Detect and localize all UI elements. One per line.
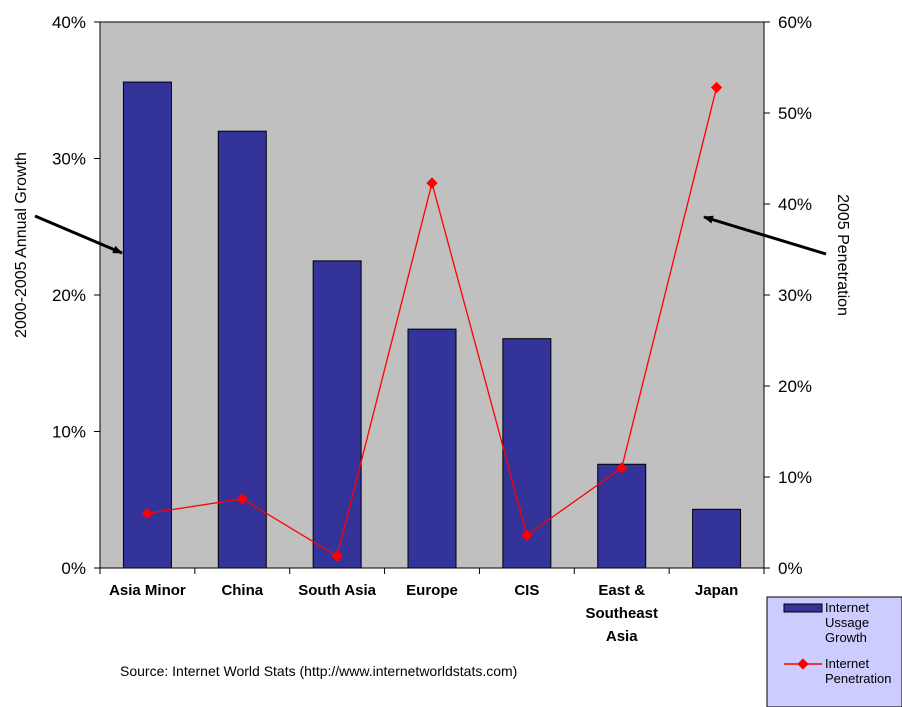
right-tick-label-1: 10% xyxy=(778,468,812,487)
right-tick-label-5: 50% xyxy=(778,104,812,123)
bar-series xyxy=(122,81,742,569)
right-tick-label-6: 60% xyxy=(778,13,812,32)
penetration-point-5 xyxy=(616,462,628,474)
legend: Internet Ussage Growth Internet Penetration xyxy=(766,596,902,707)
right-annotation-arrow xyxy=(703,215,827,256)
left-tick-label-3: 30% xyxy=(52,150,86,169)
left-tick-label-1: 10% xyxy=(52,423,86,442)
category-label-1: China xyxy=(221,582,263,599)
category-label-4: CIS xyxy=(514,582,539,599)
bar-6 xyxy=(692,508,742,569)
legend-line-marker xyxy=(797,658,809,670)
penetration-point-4 xyxy=(521,529,533,541)
category-label-6: Japan xyxy=(695,582,738,599)
penetration-point-2 xyxy=(331,550,343,562)
category-label-2: South Asia xyxy=(298,582,376,599)
legend-bar-swatch xyxy=(783,603,823,613)
left-tick-label-0: 0% xyxy=(61,559,86,578)
category-label-3: Europe xyxy=(406,582,458,599)
axes: 0% 10% 20% 30% 40% 0% 10% 20% 30% 40% 50% 60% Asia M… xyxy=(52,13,812,645)
source-note: Source: Internet World Stats (http://www… xyxy=(120,663,517,679)
right-axis-title: 2005 Penetration xyxy=(834,194,851,316)
bar-2 xyxy=(312,260,362,569)
right-tick-label-3: 30% xyxy=(778,286,812,305)
bar-0 xyxy=(122,81,172,569)
left-tick-label-4: 40% xyxy=(52,13,86,32)
category-label-5: East & Southeast Asia xyxy=(585,582,658,645)
right-tick-label-2: 20% xyxy=(778,377,812,396)
penetration-point-1 xyxy=(236,493,248,505)
left-tick-label-2: 20% xyxy=(52,286,86,305)
legend-label-penetration: Internet Penetration xyxy=(825,656,892,686)
bar-1 xyxy=(217,130,267,569)
category-label-0: Asia Minor xyxy=(109,582,186,599)
bar-3 xyxy=(407,328,457,569)
right-tick-label-4: 40% xyxy=(778,195,812,214)
left-axis-title: 2000-2005 Annual Growth xyxy=(13,152,30,338)
legend-box xyxy=(766,596,902,707)
penetration-point-3 xyxy=(426,177,438,189)
legend-label-growth: Internet Ussage Growth xyxy=(825,600,869,645)
right-tick-label-0: 0% xyxy=(778,559,803,578)
left-annotation-arrow xyxy=(34,214,123,255)
